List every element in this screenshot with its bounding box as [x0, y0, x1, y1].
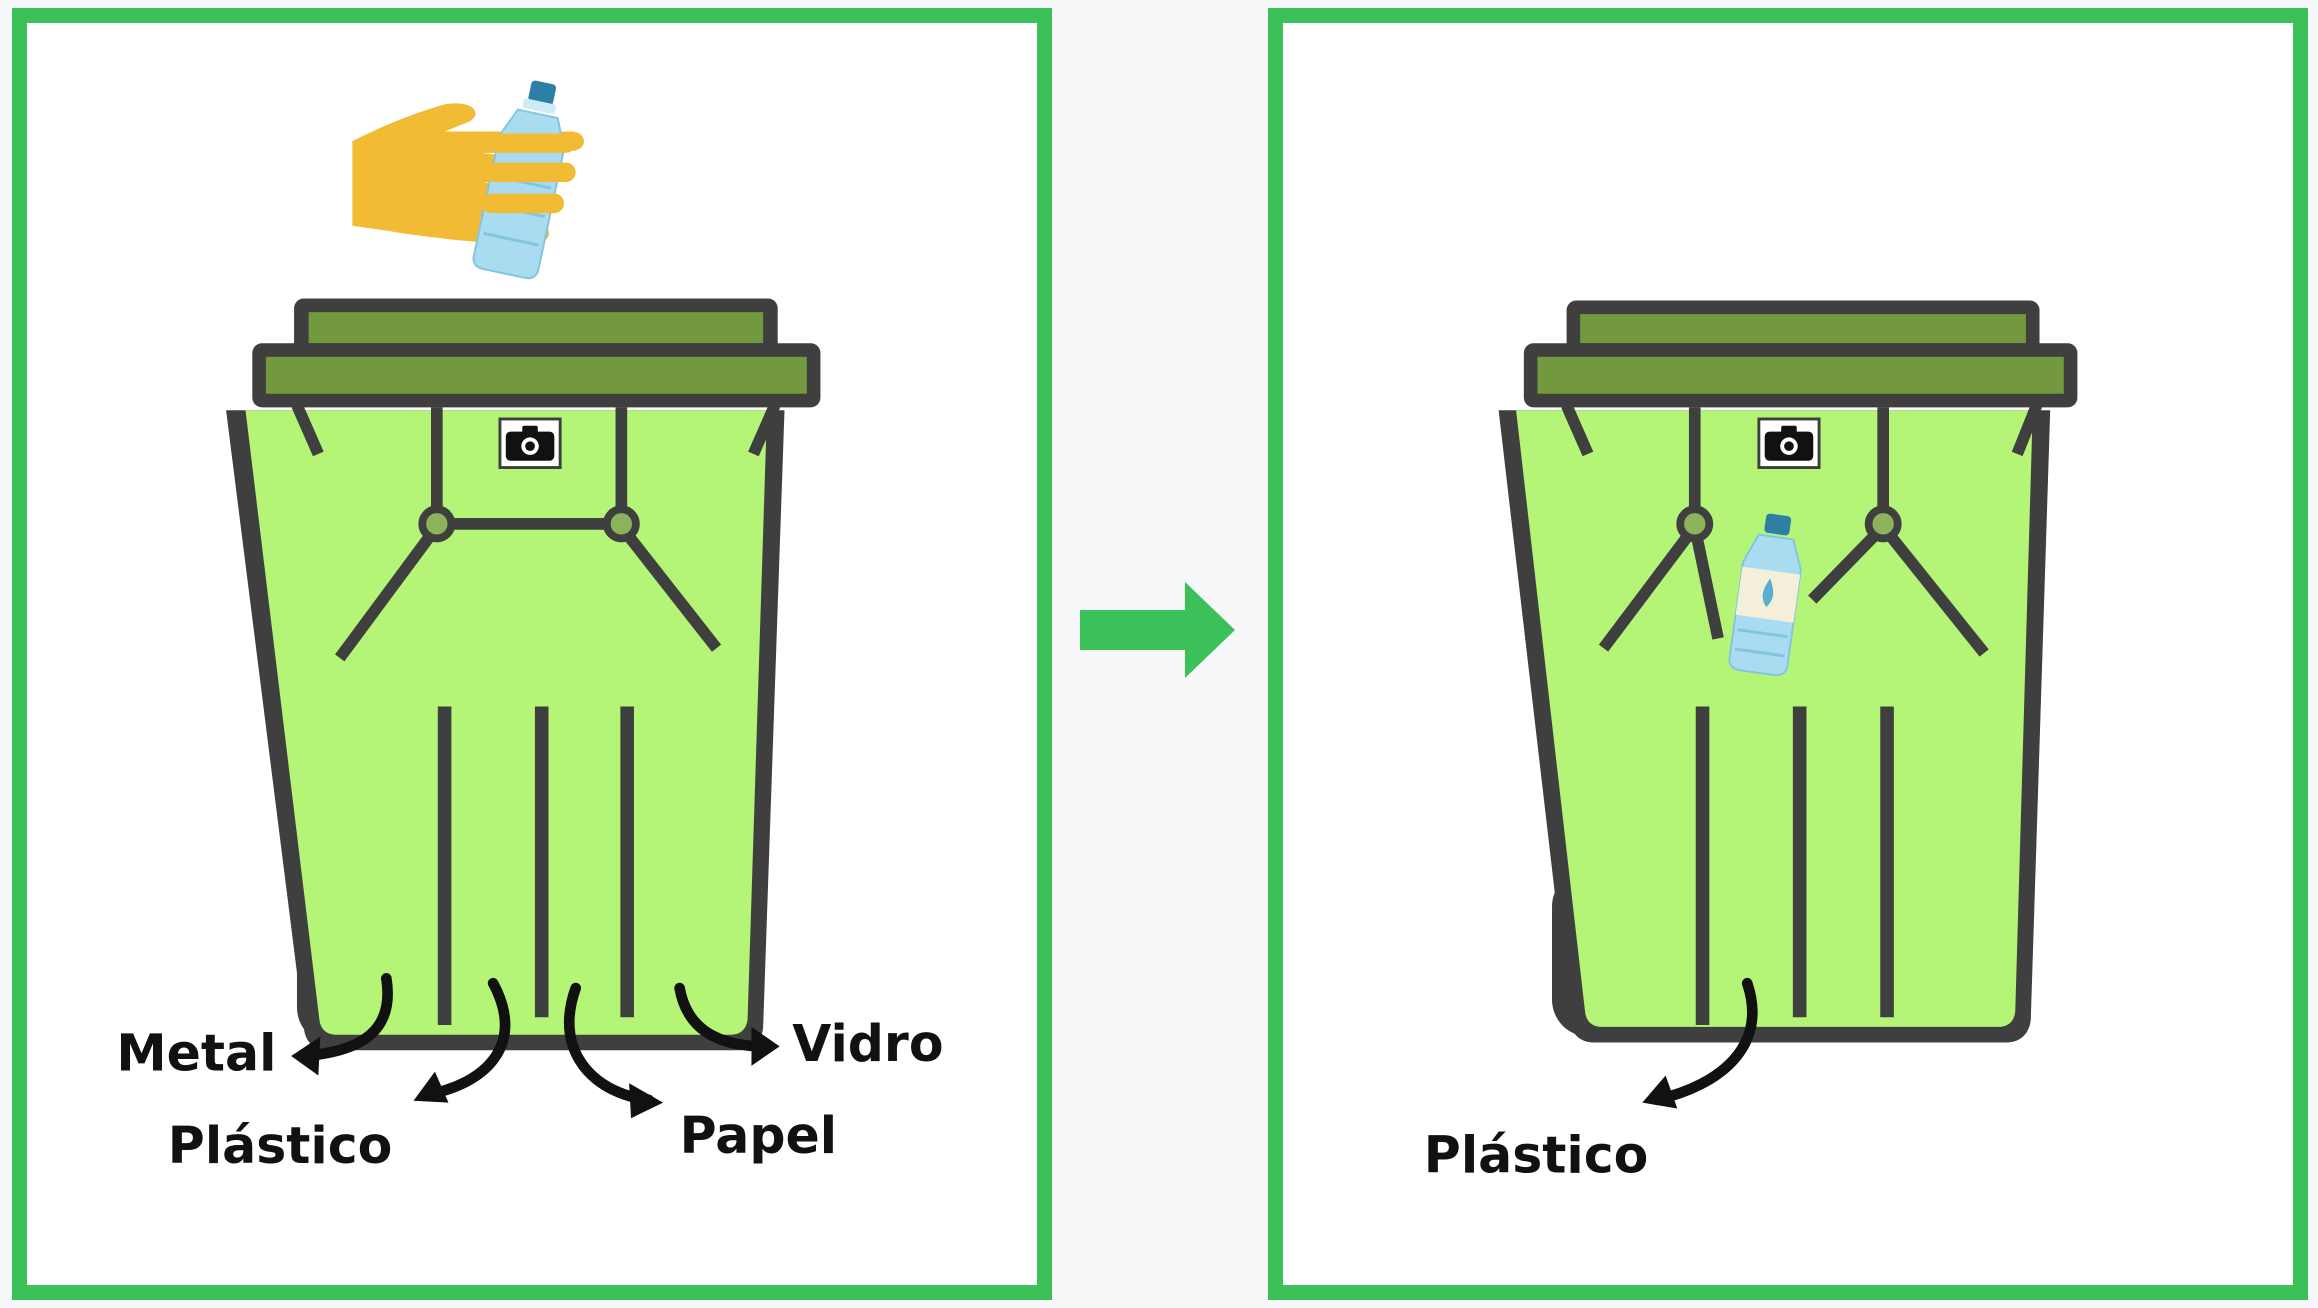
label-glass: Vidro: [792, 1014, 943, 1073]
right-arrow-icon: [1080, 582, 1235, 678]
arrowhead-plastic: [413, 1071, 449, 1103]
after-scene: Plástico: [1424, 300, 2078, 1185]
arrow-plastic: [1651, 977, 1758, 1106]
arrow-metal: [298, 973, 393, 1062]
arrow-plastic: [419, 977, 511, 1101]
bin-lid-top: [308, 312, 764, 344]
camera-icon: [1757, 417, 1821, 469]
camera-icon: [498, 417, 562, 469]
trash-bin-icon: [226, 298, 821, 1051]
label-plastic: Plástico: [1424, 1126, 1649, 1185]
bin-lid-bottom: [265, 356, 807, 394]
before-scene: Metal Plástico Papel Vidro: [116, 80, 944, 1175]
arrowhead-paper: [629, 1083, 664, 1119]
label-paper: Papel: [680, 1106, 837, 1165]
label-plastic: Plástico: [168, 1116, 393, 1175]
water-bottle-icon: [1728, 513, 1802, 677]
hand-fingers: [468, 133, 576, 214]
before-panel: Metal Plástico Papel Vidro: [12, 8, 1052, 1300]
arrowhead-metal: [291, 1036, 321, 1076]
bin-body: [1516, 410, 2033, 1027]
arrow-glass: [674, 982, 771, 1052]
trash-bin-icon: [1498, 300, 2078, 1043]
label-metal: Metal: [116, 1024, 276, 1083]
bin-body: [245, 410, 768, 1035]
after-panel: Plástico: [1268, 8, 2308, 1300]
arrowhead-glass: [751, 1026, 780, 1066]
